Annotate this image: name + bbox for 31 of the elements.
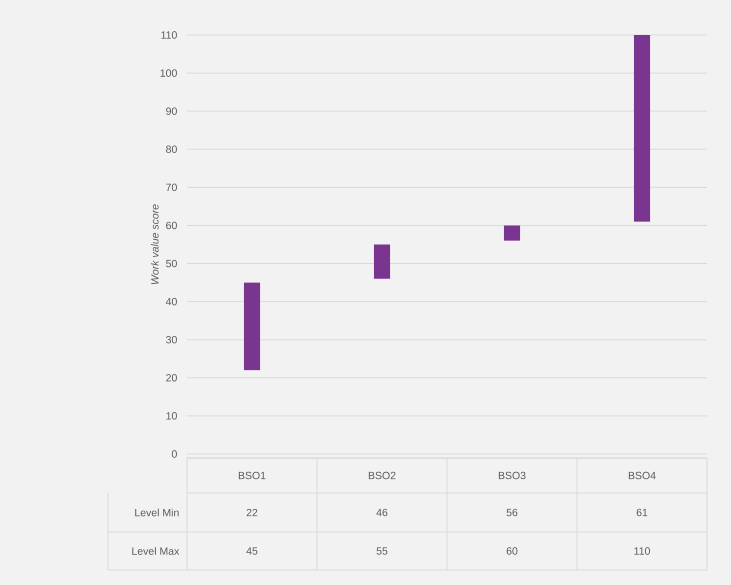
bar	[634, 34, 650, 222]
x-tick-label: BSO3	[498, 472, 526, 480]
text: Level Max	[132, 547, 180, 555]
y-tick-label: 0	[172, 450, 177, 458]
y-tick-label: 90	[166, 107, 177, 115]
text: 46	[376, 508, 388, 516]
y-tick-label: 110	[161, 31, 177, 39]
y-tick-label: 100	[160, 69, 177, 77]
y-tick-label: 70	[166, 184, 177, 192]
y-tick-label: 30	[166, 336, 177, 344]
text: 56	[506, 508, 518, 516]
y-tick-label: 40	[166, 298, 177, 306]
text: 22	[246, 508, 258, 516]
y-tick-label: 20	[166, 374, 177, 382]
bar	[374, 244, 390, 279]
bar	[504, 225, 520, 241]
y-tick-label: 80	[166, 146, 177, 153]
text: 110	[634, 547, 650, 555]
y-axis-title: Work value score	[150, 204, 159, 284]
text: 61	[636, 508, 648, 516]
text: 60	[506, 547, 518, 555]
x-tick-label: BSO4	[628, 472, 656, 480]
x-tick-label: BSO2	[368, 472, 396, 480]
x-tick-label: BSO1	[238, 472, 266, 480]
bar	[244, 282, 260, 370]
text: 55	[376, 547, 388, 555]
y-tick-label: 50	[166, 260, 177, 268]
text: Level Min	[135, 508, 179, 516]
y-tick-label: 60	[166, 222, 177, 230]
text: 45	[246, 547, 258, 555]
y-tick-label: 10	[166, 412, 177, 420]
